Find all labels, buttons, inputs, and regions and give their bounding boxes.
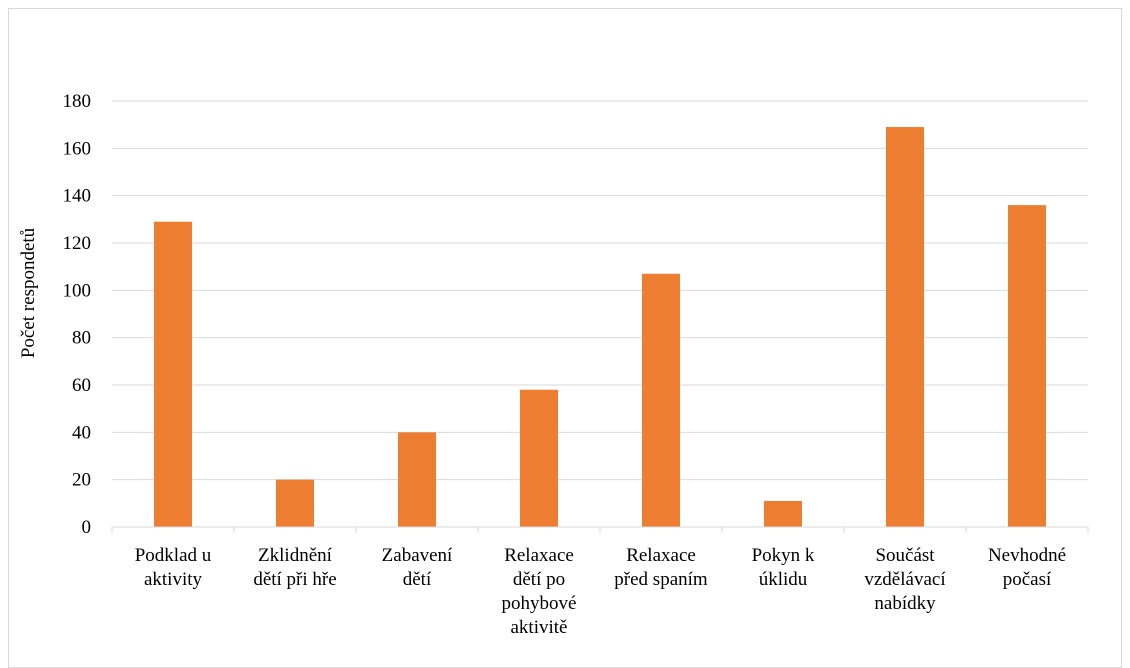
y-tick-label: 40 [72,422,91,443]
y-tick-label: 80 [72,328,91,349]
y-tick-label: 100 [63,280,92,301]
x-axis [111,526,1089,533]
y-tick-label: 180 [63,91,92,112]
y-tick-label: 20 [72,470,91,491]
x-axis-categories: Podklad u aktivity Zklidnění dětí při hře Za… [135,545,1066,638]
y-tick-label: 160 [63,138,92,159]
y-tick-label: 140 [63,186,92,207]
gridlines [112,100,1088,481]
y-tick-label: 0 [82,517,92,538]
x-category-label: Podklad u aktivity [135,545,212,590]
bar [1008,205,1046,527]
x-category-label: Součást vzdělávací nabídky [864,545,946,614]
bar [154,221,192,527]
y-axis-label: Počet respondetů [18,227,39,358]
bar [642,273,680,527]
x-category-label: Zklidnění dětí při hře [253,545,336,590]
bar [520,389,558,527]
x-category-label: Nevhodné počasí [988,545,1066,590]
y-tick-label: 60 [72,375,91,396]
bar [398,432,436,527]
bars [154,127,1046,528]
bar [764,500,802,527]
bar [886,127,924,528]
y-axis-ticks: 0 20 40 60 80 100 120 140 160 180 [63,91,92,538]
x-category-label: Zabavení dětí [382,545,453,590]
bar [276,479,314,527]
y-tick-label: 120 [63,233,92,254]
x-category-label: Pokyn k úklidu [752,545,815,590]
x-category-label: Relaxace před spaním [614,545,708,590]
x-category-label: Relaxace dětí po pohybové aktivitě [502,545,577,638]
